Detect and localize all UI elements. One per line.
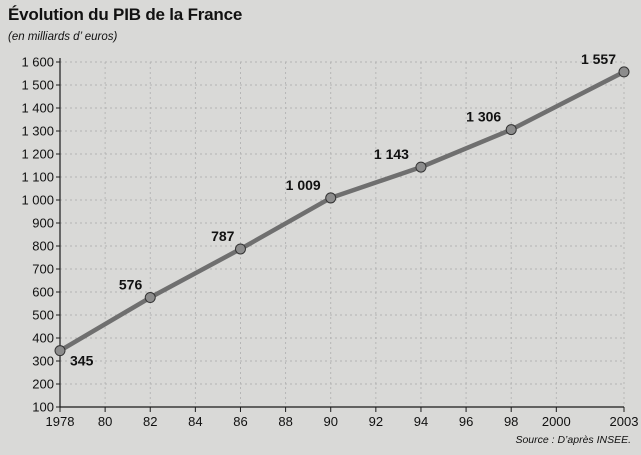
x-tick-label: 80 [98, 414, 112, 429]
y-tick-label: 400 [32, 331, 54, 346]
y-tick-label: 1 200 [21, 147, 54, 162]
chart-subtitle: (en milliards d’ euros) [8, 31, 118, 43]
y-tick-label: 1 000 [21, 193, 54, 208]
source-note: Source : D’après INSEE. [515, 434, 631, 446]
y-tick-label: 200 [32, 377, 54, 392]
data-point [234, 243, 246, 255]
y-tick-label: 500 [32, 308, 54, 323]
x-tick-label: 92 [369, 414, 383, 429]
data-point [415, 161, 427, 173]
chart-title: Évolution du PIB de la France [8, 5, 243, 24]
y-tick-label: 900 [32, 216, 54, 231]
x-tick-label: 96 [459, 414, 473, 429]
y-tick-label: 300 [32, 354, 54, 369]
x-tick-label: 2003 [610, 414, 639, 429]
data-label: 576 [119, 277, 143, 293]
series-line [57, 69, 627, 353]
x-tick-label: 2000 [542, 414, 571, 429]
y-tick-label: 1 600 [21, 55, 54, 70]
y-tick-label: 700 [32, 262, 54, 277]
data-label: 1 143 [374, 146, 409, 162]
y-tick-label: 1 400 [21, 101, 54, 116]
data-point [618, 66, 630, 78]
x-tick-label: 90 [323, 414, 337, 429]
x-tick-label: 1978 [46, 414, 75, 429]
data-point [54, 345, 66, 357]
data-point [144, 292, 156, 304]
x-tick-label: 98 [504, 414, 518, 429]
data-point [325, 192, 337, 204]
data-label: 1 009 [286, 177, 321, 193]
y-tick-label: 1 500 [21, 78, 54, 93]
y-tick-label: 600 [32, 285, 54, 300]
y-tick-label: 100 [32, 400, 54, 415]
data-label: 345 [70, 353, 94, 369]
y-tick-label: 1 300 [21, 124, 54, 139]
x-tick-label: 84 [188, 414, 202, 429]
x-tick-label: 88 [278, 414, 292, 429]
data-point [505, 124, 517, 136]
x-tick-label: 94 [414, 414, 428, 429]
data-label: 787 [211, 228, 235, 244]
y-tick-label: 800 [32, 239, 54, 254]
data-label: 1 306 [466, 109, 501, 125]
x-tick-label: 82 [143, 414, 157, 429]
data-label: 1 557 [581, 51, 616, 67]
x-tick-label: 86 [233, 414, 247, 429]
y-tick-label: 1 100 [21, 170, 54, 185]
